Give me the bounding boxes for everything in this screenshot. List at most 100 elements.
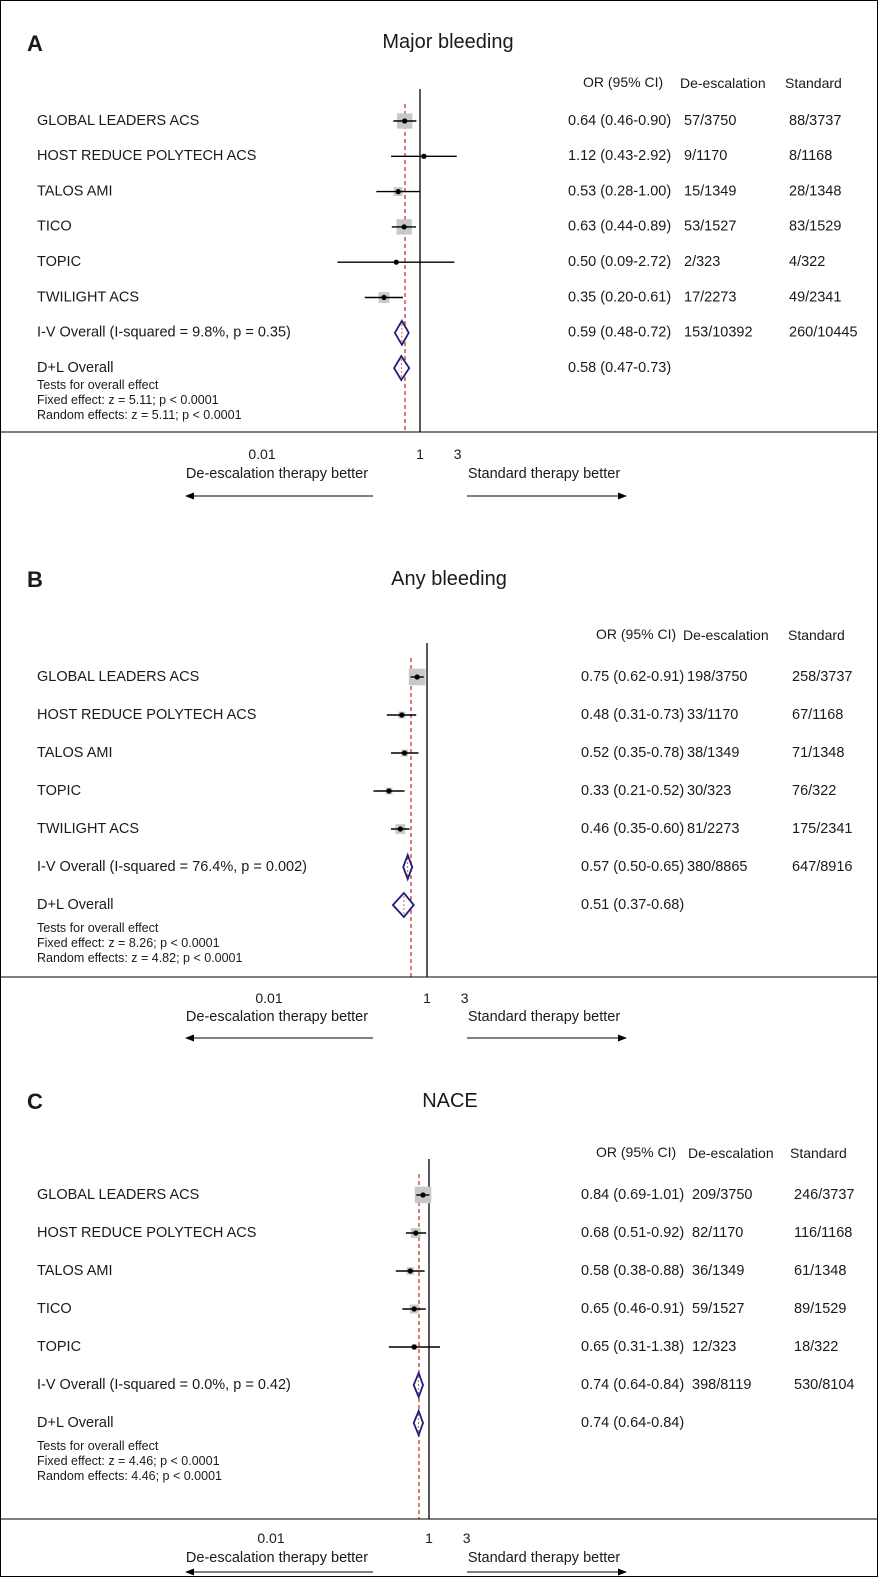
- point-estimate: [421, 153, 427, 159]
- header-standard: Standard: [790, 1145, 847, 1161]
- de-escalation-events: 53/1527: [684, 219, 736, 235]
- point-estimate: [414, 674, 420, 680]
- header-or: OR (95% CI): [596, 1144, 676, 1160]
- overall-effect-test: Tests for overall effect: [37, 921, 159, 935]
- overall-effect-test: Random effects: 4.46; p < 0.0001: [37, 1469, 222, 1483]
- direction-label-left: De-escalation therapy better: [186, 466, 368, 482]
- standard-events: 76/322: [792, 783, 836, 799]
- or-ci-text: 0.48 (0.31-0.73): [581, 707, 684, 723]
- de-escalation-events: 57/3750: [684, 113, 736, 129]
- standard-events: 8/1168: [789, 148, 832, 164]
- point-estimate: [411, 1306, 417, 1312]
- panel-letter: A: [27, 31, 43, 56]
- point-estimate: [420, 1192, 426, 1198]
- x-tick-label: 0.01: [257, 1530, 284, 1546]
- de-escalation-events: 59/1527: [692, 1301, 744, 1317]
- standard-events: 88/3737: [789, 113, 841, 129]
- de-escalation-events: 81/2273: [687, 821, 739, 837]
- de-escalation-events: 17/2273: [684, 289, 736, 305]
- study-label: TICO: [37, 219, 72, 235]
- standard-events: 175/2341: [792, 821, 852, 837]
- x-tick-label: 1: [425, 1530, 433, 1546]
- standard-events: 83/1529: [789, 219, 841, 235]
- overall-or-ci-text: 0.51 (0.37-0.68): [581, 897, 684, 913]
- standard-events: 116/1168: [794, 1225, 852, 1241]
- x-tick-label: 1: [416, 446, 424, 462]
- panel-title: NACE: [422, 1090, 478, 1112]
- standard-events: 258/3737: [792, 669, 852, 685]
- standard-events: 18/322: [794, 1339, 838, 1355]
- x-tick-label: 3: [461, 990, 469, 1006]
- overall-or-ci-text: 0.74 (0.64-0.84): [581, 1415, 684, 1431]
- arrow-right-head: [618, 1034, 627, 1042]
- overall-standard-events: 647/8916: [792, 859, 852, 875]
- standard-events: 67/1168: [792, 707, 843, 723]
- study-label: GLOBAL LEADERS ACS: [37, 1187, 199, 1203]
- header-de-escalation: De-escalation: [683, 627, 769, 643]
- study-label: TOPIC: [37, 1339, 81, 1355]
- de-escalation-events: 38/1349: [687, 745, 739, 761]
- study-label: TWILIGHT ACS: [37, 289, 139, 305]
- direction-label-left: De-escalation therapy better: [186, 1009, 368, 1025]
- standard-events: 61/1348: [794, 1263, 846, 1279]
- de-escalation-events: 9/1170: [684, 148, 727, 164]
- or-ci-text: 0.46 (0.35-0.60): [581, 821, 684, 837]
- overall-de-escalation-events: 398/8119: [692, 1377, 751, 1393]
- overall-effect-test: Tests for overall effect: [37, 1439, 159, 1453]
- study-label: HOST REDUCE POLYTECH ACS: [37, 1225, 256, 1241]
- point-estimate: [397, 826, 403, 832]
- point-estimate: [395, 189, 401, 195]
- overall-de-escalation-events: 153/10392: [684, 325, 753, 341]
- point-estimate: [411, 1344, 417, 1350]
- overall-effect-test: Random effects: z = 4.82; p < 0.0001: [37, 951, 243, 965]
- study-label: TWILIGHT ACS: [37, 821, 139, 837]
- header-de-escalation: De-escalation: [688, 1145, 774, 1161]
- study-label: TICO: [37, 1301, 72, 1317]
- or-ci-text: 0.68 (0.51-0.92): [581, 1225, 684, 1241]
- header-or: OR (95% CI): [583, 74, 663, 90]
- or-ci-text: 0.64 (0.46-0.90): [568, 113, 671, 129]
- panel-title: Any bleeding: [391, 568, 507, 590]
- direction-label-right: Standard therapy better: [468, 466, 621, 482]
- overall-label: D+L Overall: [37, 897, 113, 913]
- x-tick-label: 3: [463, 1530, 471, 1546]
- study-label: TALOS AMI: [37, 745, 112, 761]
- point-estimate: [386, 788, 392, 794]
- de-escalation-events: 30/323: [687, 783, 731, 799]
- study-label: TALOS AMI: [37, 183, 112, 199]
- header-or: OR (95% CI): [596, 626, 676, 642]
- overall-de-escalation-events: 380/8865: [687, 859, 747, 875]
- de-escalation-events: 12/323: [692, 1339, 736, 1355]
- de-escalation-events: 209/3750: [692, 1187, 752, 1203]
- panel-letter: B: [27, 567, 43, 592]
- or-ci-text: 0.35 (0.20-0.61): [568, 289, 671, 305]
- overall-or-ci-text: 0.57 (0.50-0.65): [581, 859, 684, 875]
- overall-standard-events: 530/8104: [794, 1377, 854, 1393]
- panel-title: Major bleeding: [382, 31, 513, 53]
- or-ci-text: 0.65 (0.31-1.38): [581, 1339, 684, 1355]
- de-escalation-events: 82/1170: [692, 1225, 743, 1241]
- panel-letter: C: [27, 1089, 43, 1114]
- overall-diamond: [391, 891, 415, 919]
- study-label: TOPIC: [37, 254, 81, 270]
- overall-label: I-V Overall (I-squared = 9.8%, p = 0.35): [37, 325, 291, 341]
- direction-label-right: Standard therapy better: [468, 1009, 621, 1025]
- point-estimate: [399, 712, 405, 718]
- direction-label-right: Standard therapy better: [468, 1550, 621, 1566]
- study-label: TOPIC: [37, 783, 81, 799]
- arrow-right-head: [618, 1568, 627, 1576]
- x-tick-label: 0.01: [255, 990, 282, 1006]
- overall-label: I-V Overall (I-squared = 76.4%, p = 0.00…: [37, 859, 307, 875]
- or-ci-text: 0.84 (0.69-1.01): [581, 1187, 684, 1203]
- overall-effect-test: Fixed effect: z = 8.26; p < 0.0001: [37, 936, 220, 950]
- point-estimate: [401, 224, 407, 230]
- overall-or-ci-text: 0.74 (0.64-0.84): [581, 1377, 684, 1393]
- standard-events: 71/1348: [792, 745, 844, 761]
- point-estimate: [381, 294, 387, 301]
- header-standard: Standard: [785, 75, 842, 91]
- point-estimate: [407, 1268, 413, 1274]
- x-tick-label: 3: [454, 446, 462, 462]
- or-ci-text: 0.58 (0.38-0.88): [581, 1263, 684, 1279]
